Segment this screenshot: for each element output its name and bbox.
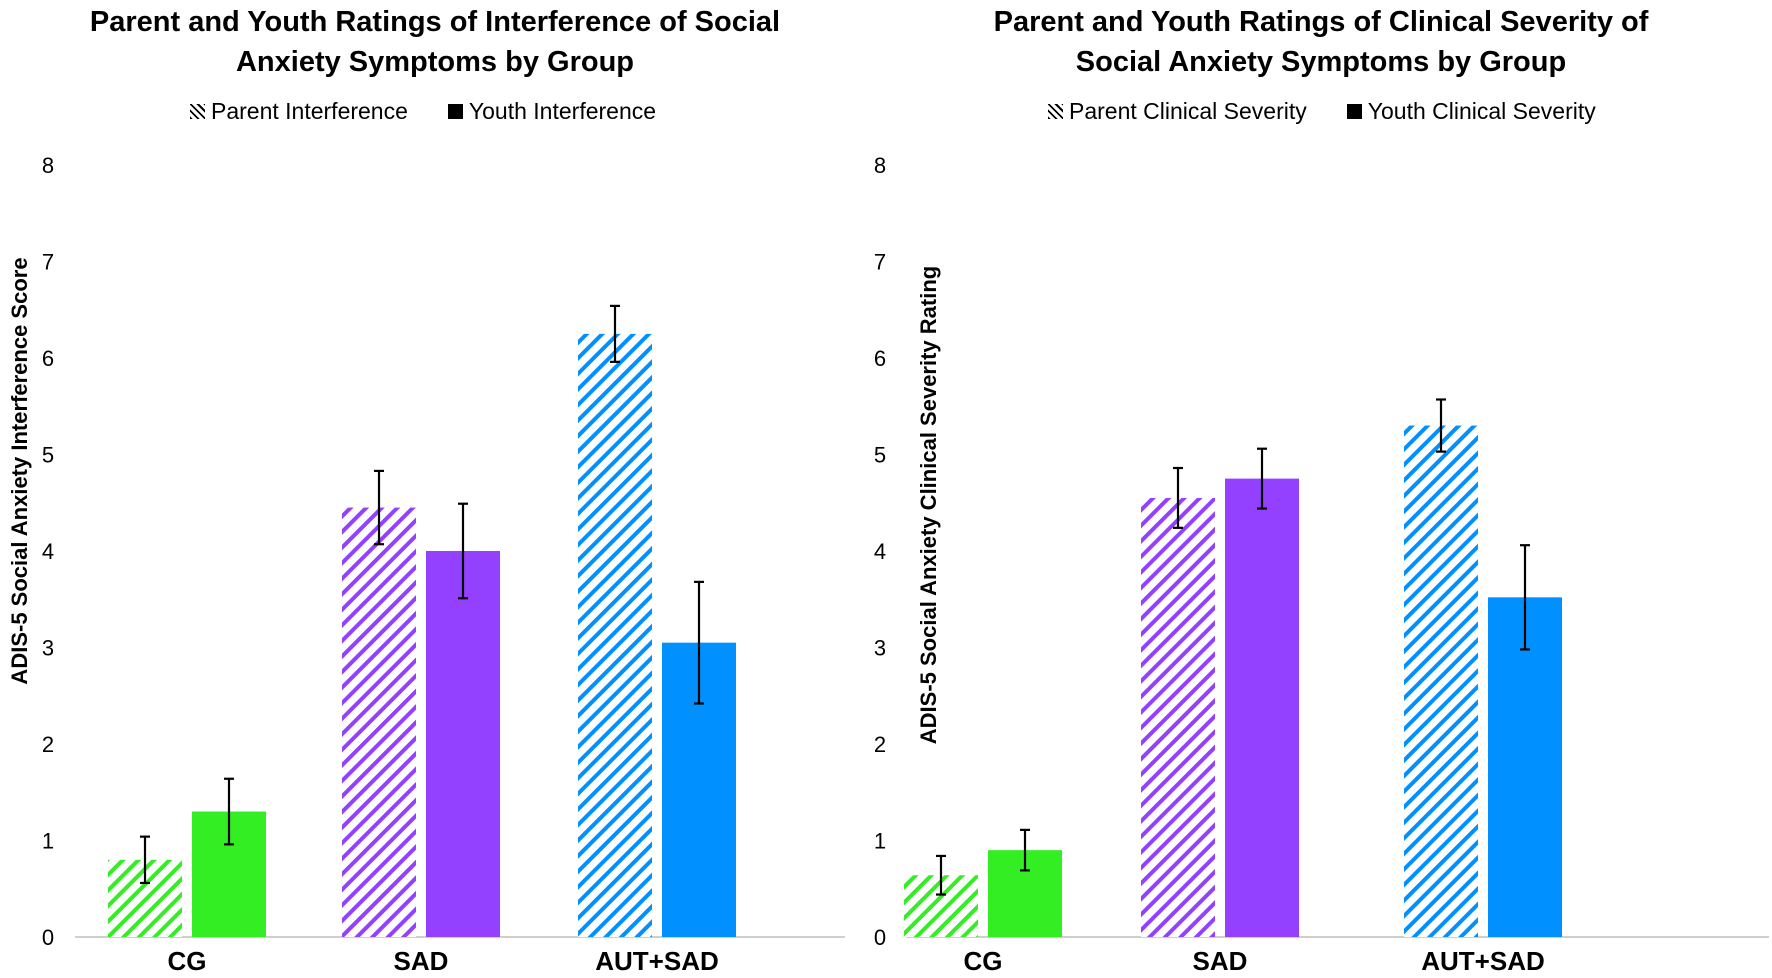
y-tick-label: 4 <box>874 539 886 564</box>
y-tick-label: 3 <box>42 636 54 661</box>
parent-bar-aut-sad <box>578 333 652 937</box>
error-bar <box>140 835 150 885</box>
y-tick-label: 6 <box>874 346 886 371</box>
solid-swatch-icon <box>1346 104 1362 119</box>
legend-label-parent: Parent Interference <box>211 98 408 124</box>
y-tick-label: 3 <box>874 636 886 661</box>
youth-bar-aut-sad <box>1488 597 1562 937</box>
severity-chart-panel: Parent and Youth Ratings of Clinical Sev… <box>874 0 1772 978</box>
y-tick-label: 5 <box>42 443 54 468</box>
x-category-label: SAD <box>394 946 449 976</box>
parent-bar-sad <box>342 507 416 937</box>
y-tick-label: 1 <box>42 829 54 854</box>
error-bar <box>1173 466 1183 529</box>
error-bar <box>1020 828 1030 872</box>
x-category-label: AUT+SAD <box>1421 946 1545 976</box>
hatched-swatch-icon <box>1048 104 1063 119</box>
legend-item-parent: Parent Interference <box>190 98 408 125</box>
error-bar <box>936 854 946 896</box>
parent-bar-aut-sad <box>1404 425 1478 937</box>
legend-label-parent: Parent Clinical Severity <box>1069 98 1307 124</box>
legend-item-youth: Youth Interference <box>447 98 657 125</box>
y-tick-label: 4 <box>42 539 54 564</box>
error-bar <box>224 777 234 846</box>
legend-item-parent: Parent Clinical Severity <box>1048 98 1307 125</box>
parent-bar-sad <box>1141 497 1215 937</box>
error-bar <box>1520 544 1530 651</box>
bar-plot: 0 1 2 3 4 5 6 7 8 CG SAD AUT+SAD <box>42 153 845 976</box>
error-bar <box>610 304 620 363</box>
y-axis-ticks: 0 1 2 3 4 5 6 7 8 <box>42 153 54 950</box>
legend-label-youth: Youth Interference <box>468 98 657 124</box>
interference-chart-panel: Parent and Youth Ratings of Interference… <box>7 2 845 976</box>
chart-title-line-2: Anxiety Symptoms by Group <box>235 46 634 78</box>
legend-label-youth: Youth Clinical Severity <box>1367 98 1596 124</box>
y-tick-label: 7 <box>42 250 54 275</box>
y-tick-label: 1 <box>874 829 886 854</box>
error-bar <box>694 580 704 705</box>
y-tick-label: 2 <box>42 732 54 757</box>
chart-title-line-1: Parent and Youth Ratings of Clinical Sev… <box>993 6 1649 38</box>
chart-title-line-2: Social Anxiety Symptoms by Group <box>1075 46 1567 78</box>
y-tick-label: 0 <box>874 925 886 950</box>
error-bar <box>458 502 468 600</box>
x-category-label: CG <box>964 946 1003 976</box>
chart-title: Parent and Youth Ratings of Clinical Sev… <box>926 2 1716 82</box>
x-category-label: SAD <box>1193 946 1248 976</box>
error-bar <box>1257 447 1267 510</box>
y-tick-label: 0 <box>42 925 54 950</box>
chart-title-line-1: Parent and Youth Ratings of Interference… <box>89 6 781 38</box>
error-bar <box>374 469 384 546</box>
x-category-label: AUT+SAD <box>595 946 719 976</box>
hatched-swatch-icon <box>190 104 205 119</box>
youth-bar-sad <box>426 551 500 937</box>
bar-plot: 0 1 2 3 4 5 6 7 8 CG SAD AUT+SAD <box>874 153 1769 976</box>
chart-legend: Parent Interference Youth Interference <box>190 98 656 125</box>
y-tick-label: 8 <box>874 153 886 178</box>
chart-title: Parent and Youth Ratings of Interference… <box>40 2 830 82</box>
y-tick-label: 7 <box>874 250 886 275</box>
youth-bar-sad <box>1225 478 1299 937</box>
legend-item-youth: Youth Clinical Severity <box>1346 98 1596 125</box>
error-bar <box>1436 398 1446 453</box>
chart-legend: Parent Clinical Severity Youth Clinical … <box>1048 98 1596 125</box>
y-tick-label: 8 <box>42 153 54 178</box>
y-axis-ticks: 0 1 2 3 4 5 6 7 8 <box>874 153 886 950</box>
y-tick-label: 2 <box>874 732 886 757</box>
y-tick-label: 6 <box>42 346 54 371</box>
solid-swatch-icon <box>447 104 463 119</box>
x-category-label: CG <box>168 946 207 976</box>
y-tick-label: 5 <box>874 443 886 468</box>
